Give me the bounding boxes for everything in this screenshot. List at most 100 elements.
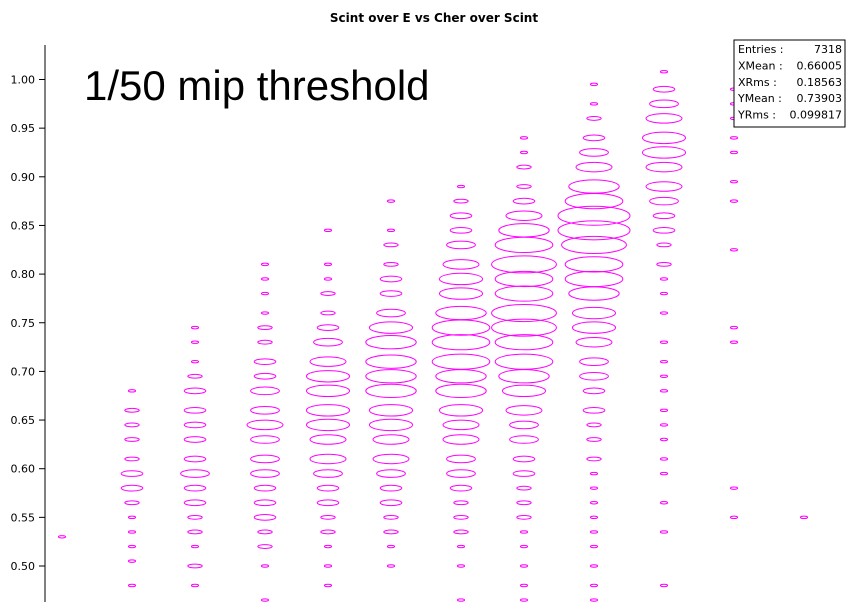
data-point [442,259,480,270]
data-point [509,435,539,444]
data-point [260,277,270,281]
data-point [649,196,679,206]
data-point [383,261,399,267]
data-point [512,470,536,477]
data-point [659,340,669,344]
data-point [729,199,739,203]
y-axis-ticks: 0.50 0.55 0.60 0.65 0.70 0.75 0.80 0.85 0.90 0.95… [11,74,45,573]
data-point [190,583,200,588]
data-point [561,235,627,254]
data-point [313,469,343,478]
data-point [257,544,273,549]
data-point [589,515,599,520]
stats-value: 0.18563 [797,76,843,89]
data-point [575,336,613,348]
data-point [320,514,336,520]
data-point [323,277,333,281]
data-point [456,598,466,602]
data-point [438,287,484,300]
stats-label: XMean : [738,59,783,72]
data-point [586,422,602,428]
data-point [253,372,277,380]
data-point [659,437,669,442]
data-point [438,272,484,286]
data-point [438,404,484,417]
data-point [305,370,351,383]
y-tick-label: 0.50 [11,560,36,573]
data-point [316,499,340,507]
data-point [659,277,669,281]
y-tick-label: 0.70 [11,365,36,378]
data-point [187,563,203,569]
data-point [659,530,669,534]
data-point [365,383,417,399]
data-point [516,184,532,189]
data-point [799,515,809,520]
data-point [190,359,200,364]
y-tick-label: 0.90 [11,171,36,184]
data-point [505,210,543,221]
data-point [183,499,207,507]
data-point [519,544,529,549]
data-point [456,564,466,568]
data-point [659,70,669,74]
data-point [124,456,140,462]
data-point [316,484,340,492]
y-tick-label: 0.95 [11,122,36,135]
data-point [309,356,347,367]
stats-label: YMean : [737,92,782,105]
data-point [519,530,529,534]
data-point [494,270,554,288]
data-point [582,134,606,142]
data-point [729,179,739,184]
data-point [180,469,210,478]
data-point [659,359,669,364]
data-point [582,387,606,395]
y-tick-label: 1.00 [11,74,36,87]
data-point [729,340,739,344]
data-point [183,484,207,492]
data-point [509,420,539,430]
data-point [519,598,529,602]
data-point [57,535,67,539]
data-point [260,564,270,568]
data-point [729,150,739,155]
data-point [372,434,410,445]
data-point [516,485,532,491]
data-point [589,501,599,505]
data-point [431,334,491,351]
stats-value: 0.099817 [790,109,843,122]
data-point [516,514,532,520]
data-point [557,205,631,226]
data-point [379,499,403,507]
data-point [652,226,676,234]
data-point [190,340,200,344]
data-point [571,306,617,320]
data-point [652,85,676,93]
data-point [453,529,469,535]
data-point [512,197,536,205]
y-tick-label: 0.60 [11,463,36,476]
data-point [494,285,554,302]
stats-label: XRms : [738,76,777,89]
data-point [449,212,473,220]
data-point [659,583,669,588]
data-point [557,220,631,241]
data-point [453,198,469,204]
y-tick-label: 0.75 [11,317,36,330]
y-tick-label: 0.80 [11,268,36,281]
data-point [456,184,466,189]
data-point [253,484,277,492]
data-point [190,325,200,330]
data-point [309,453,347,465]
data-point [505,405,543,416]
data-point [309,434,347,445]
data-point [586,437,602,442]
data-point [190,544,200,549]
data-point [659,457,669,461]
data-point [512,455,536,463]
data-point [519,150,529,155]
data-point [575,161,613,173]
stats-box: Entries : 7318 XMean : 0.66005 XRms : 0.18563… [733,39,846,128]
data-point [250,386,280,396]
